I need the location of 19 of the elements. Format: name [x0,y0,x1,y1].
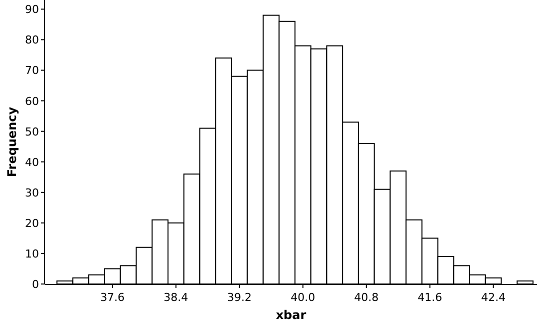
y-tick-label: 30 [25,186,39,200]
y-tick-label: 70 [25,64,39,78]
x-tick-label: 42.4 [481,291,506,304]
x-tick-label: 40.0 [290,291,316,304]
y-tick-label: 90 [25,3,39,16]
x-tick-label: 40.8 [354,291,379,304]
y-tick-label: 0 [32,278,39,291]
y-tick-label: 80 [25,34,39,47]
x-tick-label: 39.2 [227,291,252,304]
y-tick-label: 20 [25,216,39,230]
x-axis-title: xbar [276,308,306,322]
y-tick-label: 50 [25,125,39,138]
x-tick-label: 37.6 [100,291,125,304]
y-tick-label: 60 [25,94,39,108]
y-tick-label: 40 [25,156,39,169]
x-tick-label: 38.4 [164,291,188,304]
x-tick-label: 41.6 [418,291,442,304]
y-axis-title: Frequency [5,106,19,178]
y-tick-label: 10 [25,247,39,260]
